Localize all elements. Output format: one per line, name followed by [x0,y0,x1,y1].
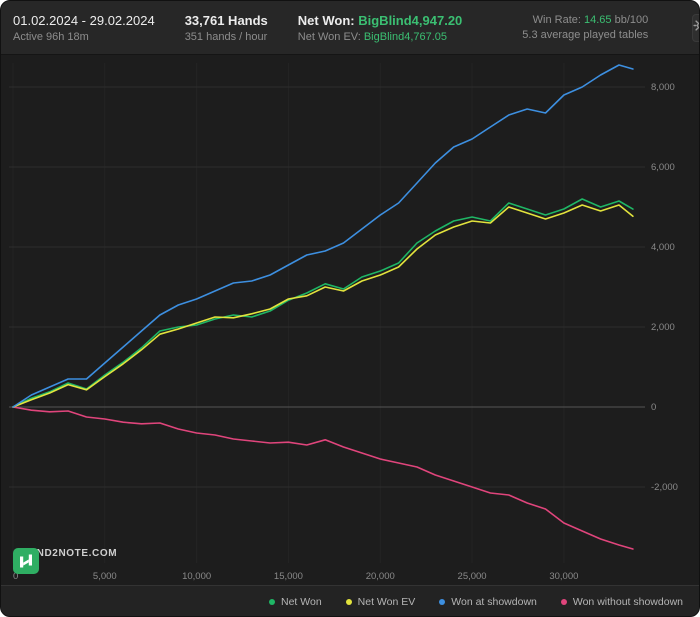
svg-text:0: 0 [651,402,656,413]
net-won-block: Net Won: BigBlind4,947.20 Net Won EV: Bi… [298,13,462,43]
svg-text:5,000: 5,000 [93,571,117,582]
date-block: 01.02.2024 - 29.02.2024 Active 96h 18m [13,13,155,43]
legend-item[interactable]: Won at showdown [439,596,537,608]
svg-text:2,000: 2,000 [651,322,675,333]
svg-text:10,000: 10,000 [182,571,211,582]
svg-text:4,000: 4,000 [651,242,675,253]
net-won-line: Net Won: BigBlind4,947.20 [298,13,462,28]
legend-dot [439,599,446,605]
win-rate-value: 14.65 [584,14,612,26]
legend-label: Net Won EV [357,596,416,608]
legend-dot [345,599,352,605]
date-range: 01.02.2024 - 29.02.2024 [13,12,155,28]
legend-label: Won without showdown [572,596,683,608]
svg-text:6,000: 6,000 [651,162,675,173]
win-rate-line: Win Rate: 14.65 bb/100 [533,14,649,26]
header: 01.02.2024 - 29.02.2024 Active 96h 18m 3… [1,1,699,55]
svg-text:0: 0 [13,571,18,582]
win-rate-unit: bb/100 [614,14,649,26]
logo: HAND2NOTE.COM [13,548,118,574]
legend-item[interactable]: Net Won [269,596,322,608]
equity-chart: 0 5,000 10,000 15,000 20,000 25,000 30,000 8,00… [9,63,678,582]
settings-button[interactable] [692,13,699,42]
avg-tables: 5.3 average played tables [522,29,649,41]
hands-count: 33,761 Hands [184,12,268,28]
legend-item[interactable]: Net Won EV [345,596,416,608]
active-time: Active 96h 18m [13,30,89,43]
svg-text:30,000: 30,000 [549,571,578,582]
legend-dot [560,599,567,605]
chart-area: 0 5,000 10,000 15,000 20,000 25,000 30,000 8,00… [1,55,699,585]
net-won-value: BigBlind4,947.20 [358,12,463,28]
legend-item[interactable]: Won without showdown [560,596,683,608]
svg-text:8,000: 8,000 [651,82,675,93]
svg-text:20,000: 20,000 [366,571,395,582]
win-rate-label: Win Rate: [532,14,581,26]
net-won-label: Net Won: [297,12,355,28]
gear-icon [693,18,699,38]
logo-text: HAND2NOTE.COM [21,548,118,559]
legend-label: Won at showdown [451,596,537,608]
win-rate-block: Win Rate: 14.65 bb/100 5.3 average playe… [522,14,648,41]
svg-text:-2,000: -2,000 [651,482,678,493]
net-won-ev-label: Net Won EV: [297,30,361,43]
hands-block: 33,761 Hands 351 hands / hour [185,13,268,43]
hands-per-hour: 351 hands / hour [184,30,268,43]
svg-text:25,000: 25,000 [458,571,487,582]
legend-dot [269,599,275,605]
legend-label: Net Won [281,596,322,608]
net-won-ev-value: BigBlind4,767.05 [363,30,448,43]
legend: Net Won Net Won EV Won at showdown Won with… [1,585,699,616]
net-won-ev-line: Net Won EV: BigBlind4,767.05 [298,31,462,43]
svg-text:15,000: 15,000 [274,571,303,582]
